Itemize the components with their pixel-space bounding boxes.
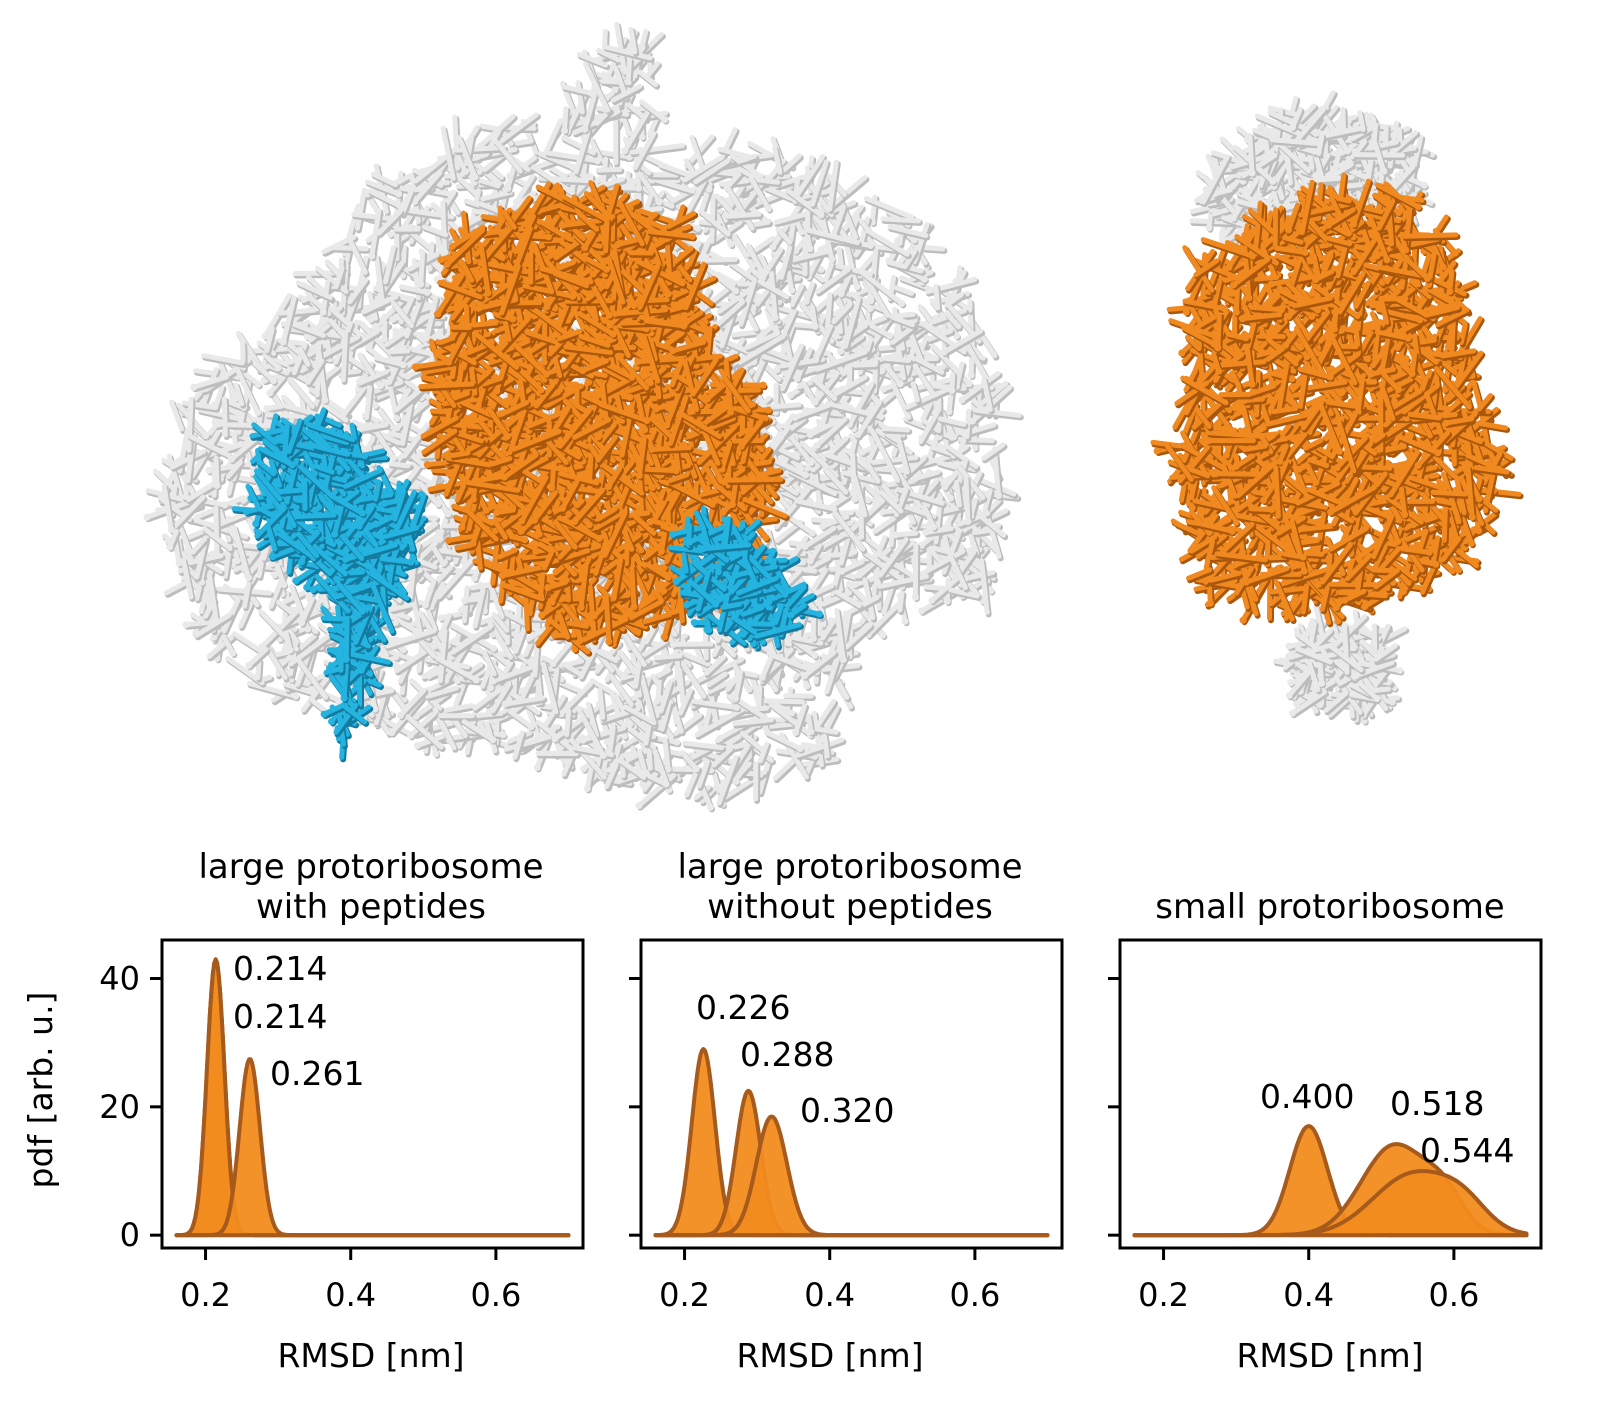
plot-area: 0.2 0.4 0.6 0 20 40 0.214 0.214 0.261	[99, 938, 585, 1314]
x-tick-label: 0.2	[1138, 1276, 1189, 1314]
panel-title-line-2: without peptides	[707, 887, 993, 927]
blue-peptide-region	[231, 407, 429, 763]
series-area-3	[174, 1057, 571, 1238]
peak-annotation: 0.261	[270, 1054, 364, 1093]
y-tick-label: 40	[99, 960, 140, 998]
orange-core-region	[1150, 172, 1524, 628]
small-protoribosome-structure-image	[1150, 90, 1524, 726]
peak-annotation: 0.400	[1260, 1077, 1354, 1116]
x-axis-label: RMSD [nm]	[736, 1336, 923, 1375]
x-tick-label: 0.4	[1283, 1276, 1334, 1314]
panel-small-protoribosome: small protoribosome 0.2 0.4 0.60.400 0.5180…	[1108, 887, 1543, 1375]
peak-annotation: 0.288	[740, 1035, 834, 1074]
peak-annotation: 0.226	[696, 988, 790, 1027]
series-area-3	[1132, 1169, 1529, 1238]
x-tick-label: 0.2	[659, 1276, 710, 1314]
panel-title-line-1: large protoribosome	[198, 847, 543, 887]
panel-large-with-peptides: large protoribosome with peptides 0.2 0.4…	[99, 847, 585, 1375]
x-axis-label: RMSD [nm]	[277, 1336, 464, 1375]
peak-annotation: 0.518	[1390, 1084, 1484, 1123]
panel-title-line-1: large protoribosome	[677, 847, 1022, 887]
panel-title-line-1: small protoribosome	[1155, 887, 1504, 927]
blue-peptide-region	[668, 505, 824, 652]
x-tick-label: 0.6	[949, 1276, 1000, 1314]
axes-frame	[639, 938, 1064, 1250]
x-tick-label: 0.2	[180, 1276, 231, 1314]
peak-annotation: 0.544	[1420, 1131, 1514, 1170]
white-rna-bottom	[1272, 603, 1410, 726]
x-tick-label: 0.4	[804, 1276, 855, 1314]
x-axis-label: RMSD [nm]	[1236, 1336, 1423, 1375]
axes-frame	[1118, 938, 1543, 1250]
series-area-3	[653, 1114, 1050, 1238]
plot-area: 0.2 0.4 0.6 0.226 0.288 0.320	[629, 938, 1064, 1314]
x-tick-label: 0.4	[325, 1276, 376, 1314]
panel-large-without-peptides: large protoribosome without peptides 0.2…	[629, 847, 1064, 1375]
x-tick-label: 0.6	[470, 1276, 521, 1314]
y-axis-label: pdf [arb. u.]	[21, 992, 60, 1189]
peak-annotation: 0.320	[800, 1091, 894, 1130]
y-tick-label: 20	[99, 1088, 140, 1126]
plot-area: 0.2 0.4 0.6 0.400 0.518 0.544	[1108, 938, 1543, 1314]
x-tick-label: 0.6	[1428, 1276, 1479, 1314]
axes-frame	[160, 938, 585, 1250]
panel-title-line-2: with peptides	[256, 887, 486, 927]
peak-annotation: 0.214	[233, 949, 327, 988]
series-area-1	[653, 1047, 1050, 1238]
y-tick-label: 0	[120, 1216, 140, 1254]
large-protoribosome-structure-image	[143, 21, 1024, 813]
peak-annotation: 0.214	[233, 997, 327, 1036]
orange-core-region	[411, 180, 790, 657]
